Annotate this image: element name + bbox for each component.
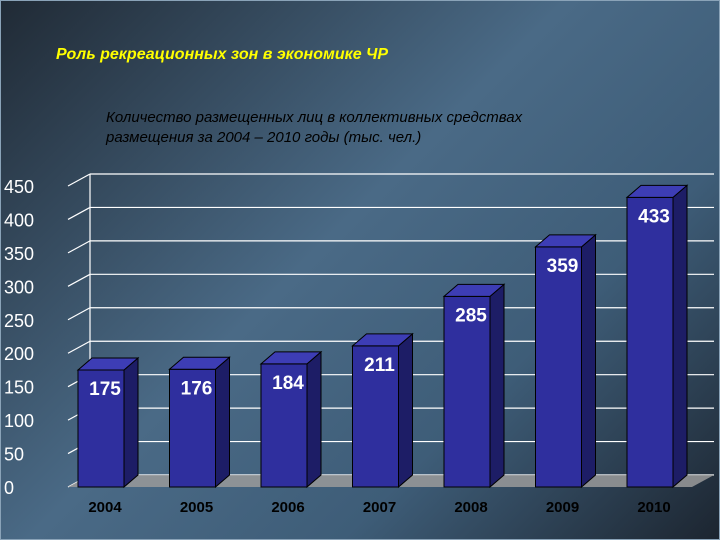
data-label: 211 [364, 355, 395, 376]
data-label: 176 [181, 378, 213, 399]
chart-title-line-1: Количество размещенных лиц в коллективны… [106, 109, 523, 126]
gridline-depth [67, 240, 91, 254]
gridline-depth [67, 173, 91, 187]
y-tick-label: 200 [4, 344, 34, 364]
x-tick-label: 2008 [454, 499, 487, 516]
y-tick-label: 400 [4, 210, 34, 230]
y-tick-label: 0 [4, 478, 14, 498]
y-tick-label: 100 [4, 411, 34, 431]
bar-top [625, 184, 689, 198]
bar-side [581, 233, 596, 489]
data-label: 433 [638, 206, 670, 227]
bar-top [259, 351, 323, 365]
bar-side [489, 283, 505, 489]
data-label: 175 [89, 379, 121, 400]
data-label: 184 [272, 373, 304, 394]
gridline-depth [67, 340, 91, 354]
y-tick-label: 50 [4, 445, 24, 465]
y-tick-label: 300 [4, 277, 34, 297]
bar-front [535, 246, 582, 488]
chart-title-line-2: размещения за 2004 – 2010 годы (тыс. чел… [106, 129, 422, 146]
bar-top [442, 283, 506, 297]
bar-top [76, 357, 140, 371]
bar-top [168, 356, 231, 370]
bar-side [306, 350, 322, 489]
x-tick-label: 2007 [363, 499, 396, 516]
y-tick-label: 150 [4, 378, 34, 398]
x-tick-label: 2005 [180, 499, 213, 516]
bar-side [123, 356, 139, 489]
bar-front [443, 295, 491, 488]
y-tick-label: 350 [4, 244, 34, 264]
bar-side [215, 356, 230, 489]
data-label: 359 [547, 256, 579, 277]
bar-top [534, 234, 597, 248]
x-tick-label: 2009 [546, 499, 579, 516]
x-tick-label: 2006 [271, 499, 304, 516]
x-tick-label: 2004 [88, 499, 122, 516]
bar-top [351, 333, 414, 347]
x-tick-label: 2010 [637, 499, 670, 516]
bar-front [626, 196, 674, 488]
data-label: 285 [455, 305, 487, 326]
bar-side [672, 184, 688, 489]
y-tick-label: 450 [4, 177, 34, 197]
gridline-depth [67, 273, 91, 287]
slide-title: Роль рекреационных зон в экономике ЧР [56, 46, 389, 63]
bar-front [77, 369, 125, 488]
chart-title: Количество размещенных лиц в коллективны… [106, 108, 666, 148]
gridline-depth [67, 307, 91, 321]
gridline-depth [67, 206, 91, 220]
bar-side [398, 332, 413, 489]
y-tick-label: 250 [4, 311, 34, 331]
